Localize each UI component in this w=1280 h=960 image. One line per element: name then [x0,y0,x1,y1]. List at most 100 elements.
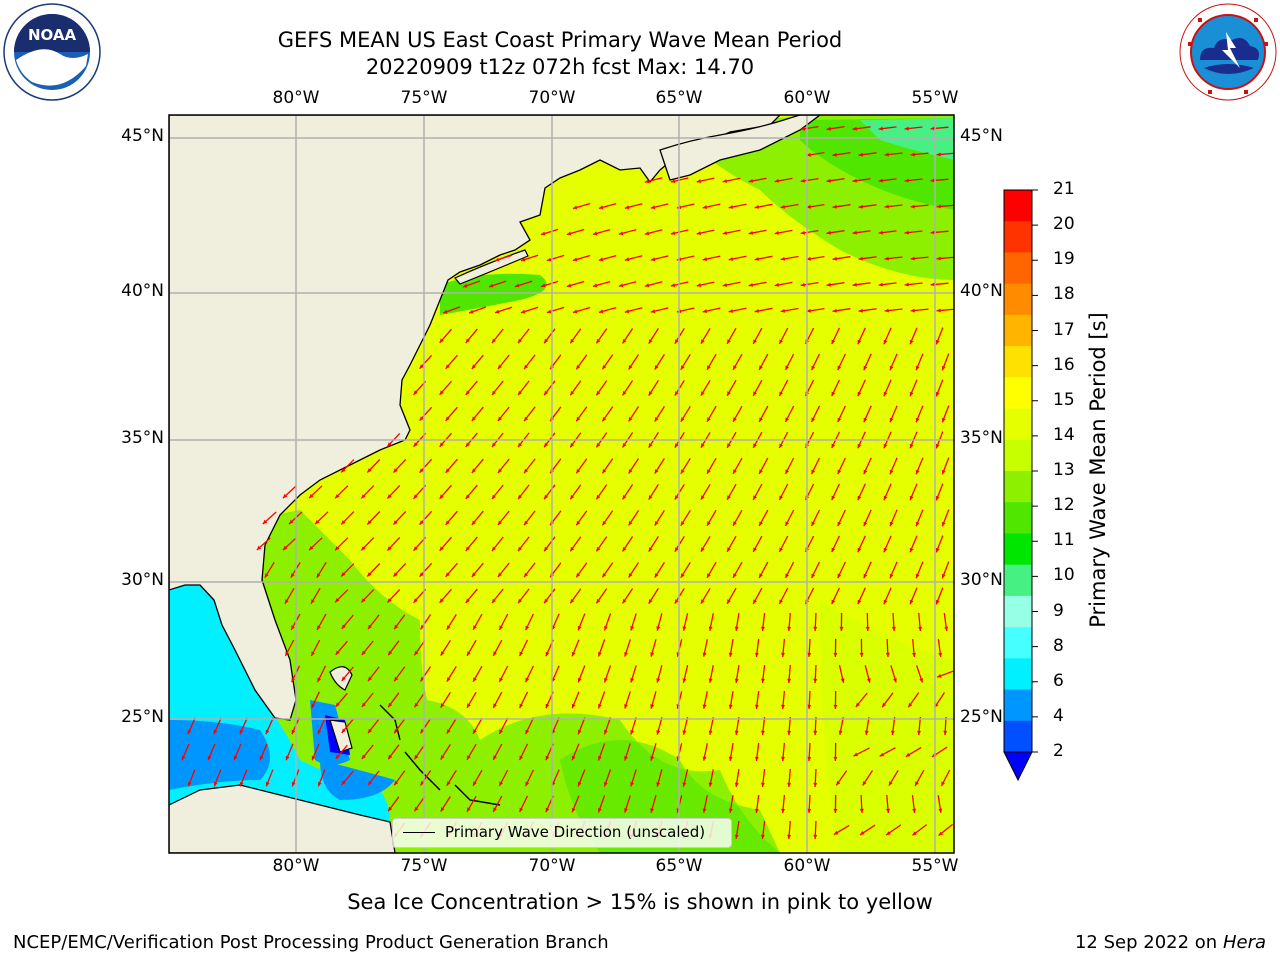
wave-arrow-head [419,520,424,525]
wave-arrow-head [813,678,818,683]
wave-arrow-head [733,469,737,474]
wave-arrow-head [285,755,290,761]
wave-arrow-head [524,416,529,422]
wave-arrow-head [680,365,685,370]
wave-arrow-head [341,520,346,525]
wave-arrow-head [467,651,471,656]
wave-arrow-head [912,808,917,813]
wave-arrow-head [291,677,296,683]
wave-arrow-head [570,546,575,552]
wave-arrow-head [471,364,476,369]
wave-arrow-head [696,231,702,235]
wave-arrow-head [936,308,941,313]
wave-arrow-head [493,703,497,708]
wave-arrow-head [837,573,842,579]
wave-arrow-head [938,831,943,836]
wave-arrow-head [493,755,497,760]
wave-arrow-head [624,205,630,210]
wave-arrow-head [780,204,785,209]
wave-arrow-head [734,678,739,683]
wave-arrow-head [734,730,739,735]
wave-arrow-head [644,179,650,184]
wave-arrow-head [831,443,836,449]
wave-arrow-head [811,469,816,475]
lat-label-left: 30°N [121,570,164,590]
wave-arrow-head [341,624,346,629]
wave-arrow-head [863,469,868,475]
wave-arrow-head [341,468,346,473]
wave-arrow-head [644,283,650,288]
wave-arrow-head [833,808,838,813]
wave-arrow-head [857,599,862,605]
wave-arrow-head [884,152,889,157]
wave-arrow-head [341,728,346,733]
wave-arrow-head [891,730,895,735]
wave-arrow-head [239,729,244,735]
wave-arrow-head [885,652,890,657]
wave-arrow-head [700,547,705,552]
wave-arrow-head [674,391,679,396]
wave-arrow-head [787,626,792,631]
wave-arrow-head [840,678,845,683]
wave-arrow-head [753,339,757,344]
wave-arrow-head [936,256,941,261]
wave-arrow-head [572,309,578,314]
wave-arrow-head [624,756,628,761]
wave-arrow-head [317,781,322,787]
wave-arrow-head [935,339,940,345]
wave-arrow-head [648,391,653,396]
wave-arrow-head [419,572,424,577]
wave-arrow-head [889,469,894,475]
wave-arrow-head [596,598,601,604]
wave-arrow-head [781,756,785,761]
wave-arrow-head [674,547,679,552]
wave-arrow-head [912,652,916,657]
wave-arrow-head [865,626,870,631]
lon-label-bottom: 60°W [783,856,831,876]
wave-arrow-head [309,546,314,551]
wave-arrow-head [576,416,581,422]
colorbar-tick-label: 14 [1053,424,1075,445]
wave-arrow-head [806,308,811,313]
wave-arrow-head [882,702,887,708]
wave-arrow-head [708,678,713,683]
wave-arrow-head [628,521,633,526]
lat-label-left: 25°N [121,707,164,727]
wave-arrow-head [755,756,759,761]
wave-arrow-head [787,678,792,683]
wave-arrow-head [628,365,633,370]
wave-arrow-head [525,729,530,735]
wave-arrow-head [445,468,450,473]
wave-arrow-head [499,729,503,734]
wave-arrow-head [700,495,705,500]
wave-arrow-head [702,309,708,313]
wave-arrow-head [884,256,889,261]
wave-arrow-head [855,702,860,707]
wave-arrow-head [915,573,920,579]
wave-arrow-head [910,256,915,261]
wave-arrow-head [832,152,837,157]
wave-arrow-head [265,781,270,787]
wave-arrow-head [446,781,451,786]
lat-label-right: 45°N [960,126,1003,146]
lat-label-right: 25°N [960,707,1003,727]
wave-arrow-head [420,625,425,630]
wave-arrow-head [361,754,366,759]
colorbar-tick-label: 19 [1053,249,1075,270]
wave-arrow-head [702,652,707,657]
wave-arrow-head [388,650,393,656]
wave-arrow-head [291,625,295,630]
wave-arrow-head [682,730,687,735]
wave-arrow-head [187,781,192,787]
wave-arrow-head [831,339,836,345]
lat-label-left: 35°N [121,428,164,448]
wave-arrow-head [722,231,728,235]
wave-arrow-head [544,390,549,396]
wave-arrow-head [759,521,763,526]
wave-arrow-head [753,599,757,604]
wave-arrow-head [886,808,890,813]
wave-arrow-head [622,339,627,344]
wave-arrow-head [648,547,653,552]
wave-arrow-head [682,626,687,631]
wave-arrow-head [826,126,831,131]
